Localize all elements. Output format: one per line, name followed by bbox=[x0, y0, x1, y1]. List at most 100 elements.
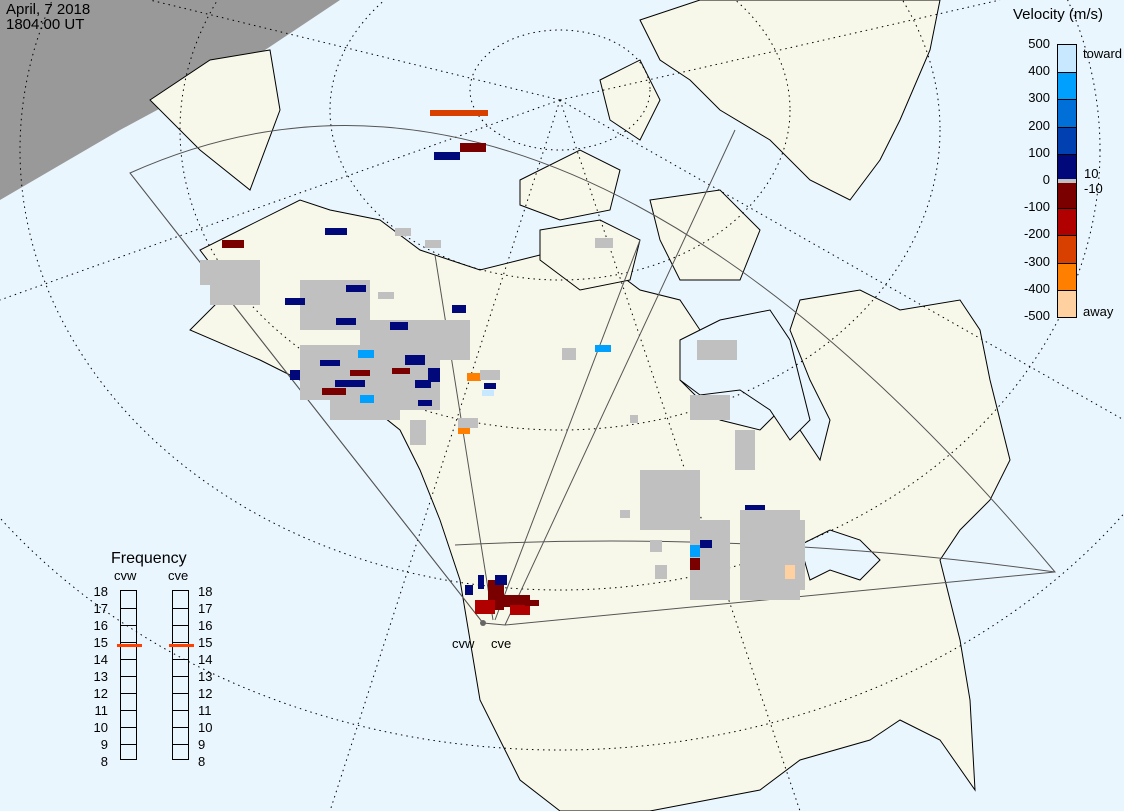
frequency-marker bbox=[117, 644, 142, 648]
scatter-cell bbox=[500, 595, 530, 607]
scatter-cell bbox=[222, 240, 244, 248]
gs-lo-label: -10 bbox=[1084, 181, 1103, 196]
away-label: away bbox=[1083, 304, 1114, 319]
colorbar-tick: -500 bbox=[1023, 308, 1050, 323]
colorbar-tick: -100 bbox=[1023, 199, 1050, 215]
scatter-cell bbox=[425, 240, 441, 248]
arctic-island-2 bbox=[539, 219, 641, 291]
radar-site-marker bbox=[480, 620, 486, 626]
scatter-cell bbox=[690, 558, 700, 570]
scatter-cell bbox=[630, 415, 638, 423]
frequency-tick: 15 bbox=[93, 635, 108, 650]
frequency-tick: 15 bbox=[198, 635, 213, 650]
scatter-cell bbox=[322, 388, 346, 395]
scatter-cell bbox=[200, 260, 260, 285]
scatter-cell bbox=[525, 600, 539, 606]
frequency-tick: 17 bbox=[93, 601, 108, 616]
colorbar-segment bbox=[1058, 262, 1076, 290]
scatter-cell bbox=[358, 350, 374, 358]
scatter-cell bbox=[335, 380, 365, 387]
scatter-cell bbox=[460, 143, 486, 152]
frequency-marker bbox=[169, 644, 194, 648]
arctic-island-4 bbox=[599, 59, 661, 141]
scatter-cell bbox=[430, 110, 488, 116]
scatter-cell bbox=[350, 370, 370, 376]
scatter-cell bbox=[650, 540, 662, 552]
scatter-cell bbox=[440, 330, 470, 358]
scatter-cell bbox=[690, 545, 700, 557]
colorbar-segment bbox=[1058, 126, 1076, 154]
scatter-cell bbox=[210, 285, 260, 305]
arctic-island-1 bbox=[519, 149, 621, 221]
scatter-cell bbox=[785, 565, 795, 579]
scatter-cell bbox=[325, 228, 347, 235]
frequency-tick: 8 bbox=[198, 754, 206, 769]
frequency-tick: 9 bbox=[100, 737, 108, 752]
colorbar-segment bbox=[1058, 289, 1076, 317]
freq-radar-cve: cve bbox=[168, 568, 189, 583]
colorbar-tick: -200 bbox=[1023, 226, 1050, 242]
colorbar-segment bbox=[1058, 208, 1076, 236]
arctic-island-3 bbox=[649, 189, 761, 281]
scatter-cell bbox=[480, 370, 500, 380]
colorbar-segment bbox=[1058, 235, 1076, 263]
scatter-cell bbox=[458, 418, 478, 428]
scatter-cell bbox=[655, 565, 667, 579]
frequency-tick: 14 bbox=[198, 652, 213, 667]
toward-label: toward bbox=[1083, 46, 1123, 61]
colorbar-tick: 0 bbox=[1042, 172, 1050, 187]
frequency-tick: 18 bbox=[93, 584, 108, 599]
colorbar-segment bbox=[1058, 153, 1076, 181]
scatter-cell bbox=[478, 575, 484, 589]
scatter-cell bbox=[495, 575, 507, 585]
colorbar-tick: 100 bbox=[1028, 144, 1050, 160]
scatter-cell bbox=[700, 540, 712, 548]
scatter-cell bbox=[336, 318, 356, 325]
frequency-tick: 18 bbox=[198, 584, 213, 599]
scatter-cell bbox=[418, 400, 432, 406]
frequency-tick: 10 bbox=[198, 720, 213, 735]
frequency-tick: 11 bbox=[198, 703, 212, 718]
frequency-tick: 13 bbox=[198, 669, 213, 684]
station-label-cve: cve bbox=[491, 636, 512, 651]
scatter-cell bbox=[510, 605, 530, 615]
scatter-cell bbox=[475, 600, 495, 614]
scatter-cell bbox=[410, 420, 426, 445]
scatter-cell bbox=[467, 373, 481, 381]
scatter-cell bbox=[482, 390, 494, 396]
scatter-cell bbox=[390, 322, 408, 330]
frequency-tick: 8 bbox=[100, 754, 108, 769]
frequency-bar-cvw bbox=[117, 590, 142, 760]
scatter-cell bbox=[392, 368, 410, 374]
colorbar-tick: 200 bbox=[1028, 117, 1050, 133]
scatter-cell bbox=[452, 305, 466, 313]
frequency-title: Frequency bbox=[111, 550, 187, 567]
freq-radar-cvw: cvw bbox=[114, 568, 137, 583]
colorbar-segment bbox=[1058, 72, 1076, 100]
colorbar-tick: 300 bbox=[1028, 90, 1050, 106]
land bbox=[149, 0, 1011, 811]
frequency-tick: 12 bbox=[93, 686, 108, 701]
scatter-cell bbox=[765, 520, 805, 590]
scatter-cell bbox=[735, 430, 755, 470]
colorbar-tick: 500 bbox=[1028, 36, 1050, 51]
frequency-tick: 11 bbox=[94, 703, 109, 718]
colorbar-segment bbox=[1058, 181, 1076, 209]
scatter-cell bbox=[620, 510, 630, 518]
scatter-cell bbox=[690, 395, 730, 420]
scatter-cell bbox=[595, 238, 613, 248]
frequency-tick: 16 bbox=[93, 618, 108, 633]
scatter-cell bbox=[346, 285, 366, 292]
frequency-tick: 12 bbox=[198, 686, 213, 701]
frequency-tick: 9 bbox=[198, 737, 206, 752]
scatter-cell bbox=[320, 360, 340, 366]
frequency-tick: 16 bbox=[198, 618, 213, 633]
scatter-cell bbox=[378, 292, 394, 299]
scatter-cell bbox=[395, 228, 411, 236]
scatter-cell bbox=[562, 348, 576, 360]
scatter-cell bbox=[360, 395, 374, 403]
date-label: April, 7 2018 bbox=[6, 1, 91, 18]
frequency-tick: 10 bbox=[93, 720, 108, 735]
colorbar-tick: -300 bbox=[1023, 253, 1050, 269]
